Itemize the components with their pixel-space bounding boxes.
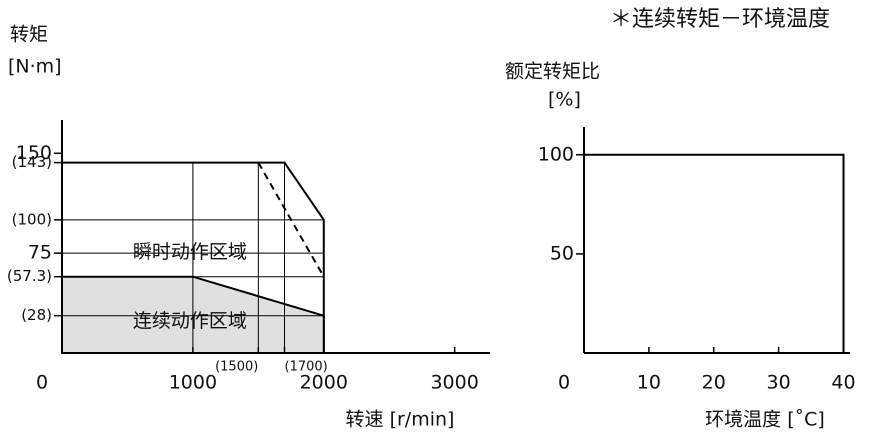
- region-label: 连续动作区域: [133, 310, 247, 332]
- x-tick-label: 2000: [300, 372, 348, 394]
- y-axis-unit: [N·m]: [8, 56, 62, 78]
- x-tick-label: (1700): [285, 360, 328, 375]
- x-tick-label: 3000: [430, 372, 478, 394]
- y-tick-label: (28): [21, 306, 52, 324]
- chart-title: ＊连续转矩－环境温度: [610, 7, 830, 32]
- x-tick-label: 10: [637, 372, 661, 394]
- y-axis-unit: [%]: [548, 89, 581, 111]
- y-tick-label: 150: [16, 142, 52, 164]
- y-tick-label: 75: [28, 242, 52, 264]
- x-tick-label: 30: [767, 372, 791, 394]
- y-tick-label: (100): [12, 210, 52, 228]
- x-tick-label: 40: [831, 372, 855, 394]
- x-tick-label: (1500): [215, 360, 258, 375]
- x-tick-label: 1000: [169, 372, 217, 394]
- x-tick-label: 20: [702, 372, 726, 394]
- x-tick-label: 0: [558, 372, 570, 394]
- y-tick-label: (57.3): [7, 267, 52, 285]
- line: [584, 153, 845, 353]
- y-tick-label: (143): [12, 153, 52, 171]
- x-axis-label: 环境温度 [˚C]: [705, 409, 825, 431]
- region-label: 瞬时动作区域: [133, 241, 247, 263]
- x-tick-label: 0: [36, 372, 48, 394]
- y-axis-label: 转矩: [10, 24, 48, 46]
- x-axis-label: 转速 [r/min]: [346, 409, 455, 431]
- y-tick-label: 100: [538, 143, 574, 165]
- y-tick-label: 50: [550, 242, 574, 264]
- y-axis-label: 额定转矩比: [505, 61, 600, 83]
